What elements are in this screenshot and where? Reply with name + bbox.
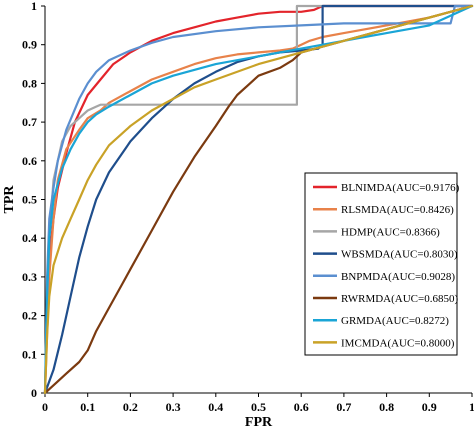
x-tick-label: 0.6 [294,400,309,414]
legend-box [304,172,458,356]
y-tick-label: 0.5 [22,193,37,207]
x-tick-label: 0.1 [80,400,95,414]
y-tick-label: 0 [31,386,37,400]
y-axis-label: TPR [2,185,17,214]
x-tick-label: 0.7 [336,400,351,414]
x-tick-label: 0.2 [123,400,138,414]
legend-label: BNPMDA(AUC=0.9028) [341,271,455,283]
x-tick-label: 0.9 [422,400,437,414]
x-tick-label: 1 [469,400,474,414]
x-tick-label: 0.5 [251,400,266,414]
y-tick-label: 1 [31,0,37,13]
y-tick-label: 0.8 [22,76,37,90]
x-tick-label: 0.4 [208,400,223,414]
y-tick-label: 0.9 [22,38,37,52]
x-tick-label: 0.3 [166,400,181,414]
y-tick-label: 0.3 [22,270,37,284]
series-line-imcmda [43,4,474,395]
y-tick-label: 0.2 [22,309,37,323]
legend: BLNIMDA(AUC=0.9176) RLSMDA(AUC=0.8426) HDM… [304,172,460,356]
x-tick-label: 0.8 [379,400,394,414]
y-tick-label: 0.1 [22,347,37,361]
y-tick-label: 0.4 [22,231,37,245]
y-tick-label: 0.7 [22,115,37,129]
legend-label: BLNIMDA(AUC=0.9176) [341,182,460,194]
legend-label: GRMDA(AUC=0.8272) [341,315,449,327]
x-tick-label: 0 [42,400,48,414]
series-lines [43,4,474,395]
series-line-wbsmda [43,4,474,395]
legend-label: RLSMDA(AUC=0.8426) [341,204,454,216]
legend-label: HDMP(AUC=0.8366) [341,226,440,238]
axes: 0 0.1 0.2 0.3 0.4 0.5 0.6 0.7 0.8 0.9 1 0 0.1 0.2 0.3 0… [22,0,474,414]
legend-label: IMCMDA(AUC=0.8000) [341,337,455,349]
y-tick-label: 0.6 [22,154,37,168]
legend-label: RWRMDA(AUC=0.6850) [341,293,458,305]
legend-label: WBSMDA(AUC=0.8030) [341,249,458,261]
x-axis-label: FPR [245,415,273,430]
